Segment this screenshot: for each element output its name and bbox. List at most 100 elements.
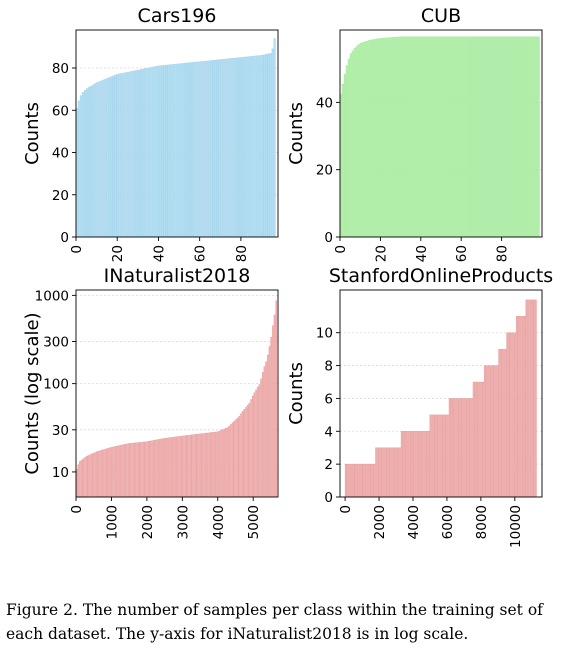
bar bbox=[429, 36, 432, 238]
bar bbox=[440, 414, 443, 498]
bar bbox=[143, 68, 146, 238]
bar bbox=[360, 463, 363, 498]
y-axis-label: Counts bbox=[22, 102, 43, 165]
bar bbox=[234, 57, 237, 238]
bar bbox=[434, 414, 437, 498]
bar bbox=[427, 36, 430, 238]
bar bbox=[493, 36, 496, 238]
bar bbox=[439, 36, 442, 238]
bar bbox=[509, 36, 512, 238]
bar bbox=[407, 36, 410, 238]
bar bbox=[403, 36, 406, 238]
bar bbox=[100, 80, 103, 238]
bar bbox=[343, 73, 346, 238]
bar bbox=[265, 54, 268, 238]
bar bbox=[116, 74, 119, 238]
bar bbox=[194, 434, 197, 498]
bar bbox=[365, 40, 368, 238]
y-tick-label: 30 bbox=[52, 423, 69, 439]
bar bbox=[377, 38, 380, 238]
bar bbox=[389, 37, 392, 238]
bar bbox=[216, 59, 219, 238]
bar bbox=[396, 447, 398, 498]
bar bbox=[457, 36, 460, 238]
bar bbox=[168, 437, 170, 498]
x-tick-label: 80 bbox=[234, 245, 250, 262]
bar bbox=[259, 55, 262, 238]
bar bbox=[96, 82, 99, 238]
bar bbox=[445, 414, 448, 498]
bar bbox=[419, 36, 422, 238]
bar bbox=[415, 431, 417, 498]
bar bbox=[265, 361, 267, 498]
bar bbox=[95, 451, 98, 498]
chart-title: StanfordOnlineProducts bbox=[329, 265, 553, 287]
bar bbox=[368, 463, 371, 498]
bar bbox=[77, 100, 80, 238]
bar bbox=[163, 438, 165, 498]
bar bbox=[89, 454, 91, 498]
bar bbox=[147, 67, 150, 238]
bar bbox=[413, 431, 416, 498]
bar bbox=[527, 36, 530, 238]
bar bbox=[185, 62, 188, 238]
bar bbox=[211, 432, 214, 498]
bar bbox=[531, 36, 534, 238]
bar bbox=[381, 37, 384, 238]
figure-caption: Figure 2. The number of samples per clas… bbox=[6, 601, 543, 643]
bar bbox=[463, 36, 466, 238]
y-tick-label: 1000 bbox=[35, 288, 69, 304]
bar bbox=[375, 38, 378, 238]
bar bbox=[239, 57, 241, 238]
bar bbox=[179, 63, 182, 238]
bar bbox=[417, 36, 420, 238]
bar bbox=[104, 78, 107, 238]
bar bbox=[479, 36, 482, 238]
bar bbox=[199, 433, 202, 498]
bar bbox=[461, 36, 464, 238]
bar bbox=[178, 436, 180, 498]
bar bbox=[246, 404, 249, 498]
bar bbox=[447, 414, 449, 498]
bar bbox=[94, 83, 97, 238]
bar bbox=[102, 79, 105, 238]
x-tick-label: 40 bbox=[151, 245, 167, 262]
bar bbox=[445, 36, 448, 238]
bar bbox=[92, 84, 95, 238]
bar bbox=[426, 431, 429, 498]
bar bbox=[506, 332, 508, 498]
bar bbox=[507, 332, 510, 498]
bar bbox=[221, 429, 224, 498]
bar bbox=[192, 62, 195, 238]
bar bbox=[152, 440, 155, 498]
y-tick-label: 20 bbox=[316, 163, 333, 179]
bar bbox=[139, 69, 141, 238]
bar bbox=[357, 463, 360, 498]
bar bbox=[159, 65, 162, 238]
x-tick-label: 20 bbox=[110, 245, 126, 262]
bar bbox=[356, 463, 358, 498]
bar bbox=[465, 36, 468, 238]
bar bbox=[362, 463, 365, 498]
bar bbox=[86, 88, 88, 238]
bar bbox=[481, 36, 484, 238]
bar bbox=[341, 83, 344, 238]
bar bbox=[459, 398, 462, 498]
bar bbox=[511, 332, 513, 498]
y-tick-label: 40 bbox=[316, 95, 333, 111]
bar bbox=[189, 434, 192, 498]
bar bbox=[351, 463, 353, 498]
bar bbox=[90, 85, 93, 238]
bar bbox=[483, 36, 486, 238]
bar bbox=[80, 459, 83, 498]
bar bbox=[271, 48, 274, 238]
bar bbox=[256, 386, 259, 498]
bar bbox=[385, 37, 388, 238]
bar bbox=[268, 346, 271, 498]
bar bbox=[191, 434, 194, 498]
bar bbox=[443, 36, 446, 238]
bar bbox=[499, 36, 502, 238]
bar bbox=[249, 56, 252, 238]
bar bbox=[176, 436, 179, 498]
